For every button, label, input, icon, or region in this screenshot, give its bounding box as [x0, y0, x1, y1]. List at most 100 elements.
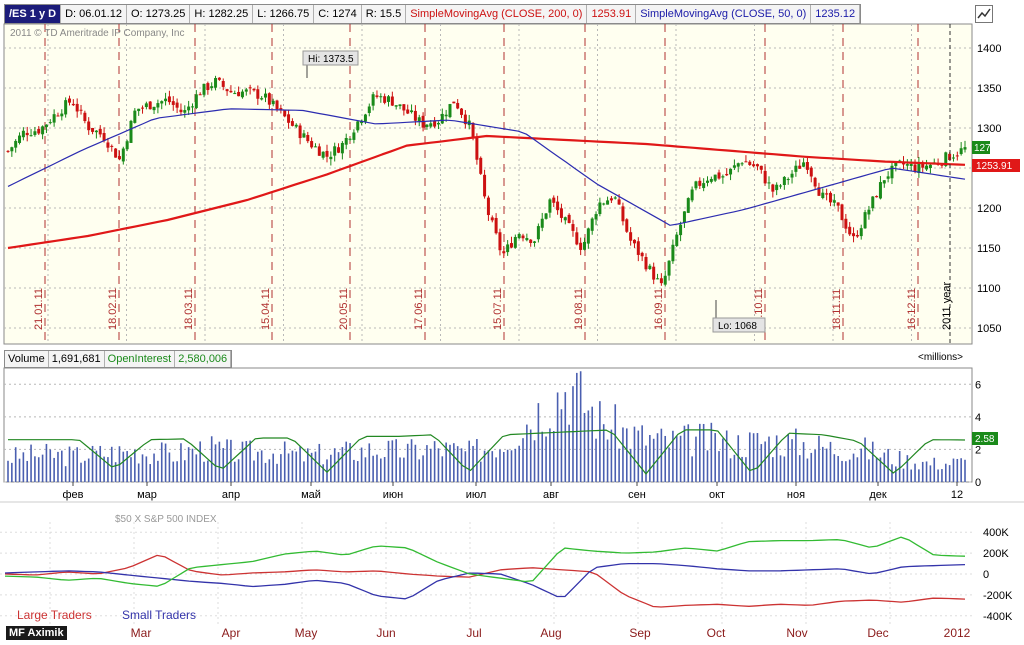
cot-month-label: Aug — [540, 626, 561, 640]
candle-body — [313, 146, 317, 148]
candle-body — [440, 113, 444, 124]
volume-tick-label: 4 — [975, 412, 981, 424]
candle-body — [248, 87, 252, 89]
low-label: Lo: 1068 — [718, 321, 757, 332]
candle-body — [802, 162, 806, 167]
candle-body — [348, 138, 352, 140]
copyright-text: 2011 © TD Ameritrade IP Company, Inc — [10, 28, 185, 39]
candle-body — [390, 96, 394, 106]
quote-header: /ES 1 y D D: 06.01.12 O: 1273.25 H: 1282… — [4, 4, 862, 24]
candle-body — [302, 133, 306, 138]
candle-body — [759, 165, 763, 170]
candle-body — [748, 161, 752, 165]
candle-body — [83, 112, 87, 122]
price-panel — [3, 23, 973, 345]
candle-body — [679, 224, 683, 236]
candle-body — [344, 138, 348, 145]
candle-body — [579, 242, 583, 250]
candle-body — [321, 151, 325, 158]
candle-body — [429, 123, 433, 127]
candle-body — [775, 184, 779, 191]
candle-body — [394, 105, 398, 107]
cot-month-axis: Mar Apr May Jun Jul Aug Sep Oct Nov Dec 2012 — [131, 626, 971, 640]
candle-body — [863, 212, 867, 229]
candle-body — [575, 232, 579, 245]
cot-month-label: May — [295, 626, 318, 640]
candle-body — [509, 243, 513, 248]
candle-body — [179, 109, 183, 113]
candle-body — [852, 233, 856, 237]
candle-body — [413, 110, 417, 121]
date-marker-label: 15.04.11 — [260, 288, 272, 330]
candle-body — [60, 113, 64, 117]
candle-body — [644, 256, 648, 270]
candle-body — [152, 106, 156, 111]
open-interest-label[interactable]: OpenInterest — [105, 351, 176, 367]
candle-body — [871, 196, 875, 209]
candle-body — [798, 165, 802, 169]
candle-body — [479, 157, 483, 174]
candle-body — [79, 109, 83, 111]
candle-body — [48, 122, 52, 124]
candle-body — [648, 265, 652, 269]
sma50-label[interactable]: SimpleMovingAvg (CLOSE, 50, 0) — [636, 5, 812, 23]
candle-body — [329, 156, 333, 160]
cot-month-label: Jun — [376, 626, 395, 640]
candle-body — [10, 147, 14, 152]
candle-body — [337, 147, 341, 153]
candle-body — [571, 224, 575, 231]
cot-axis: 400K 200K 0 -200K -400K — [983, 527, 1013, 623]
candle-body — [33, 131, 37, 135]
candle-body — [636, 241, 640, 255]
candle-body — [890, 165, 894, 179]
candle-body — [606, 200, 610, 205]
price-tick-label: 1150 — [977, 243, 1001, 255]
candle-body — [763, 170, 767, 184]
legend-small-traders: Small Traders — [122, 608, 196, 622]
candle-body — [148, 101, 152, 110]
candle-body — [260, 98, 264, 100]
candle-body — [540, 218, 544, 228]
candle-body — [513, 236, 517, 248]
candle-body — [287, 114, 291, 123]
candle-body — [525, 238, 529, 241]
price-tick-label: 1050 — [977, 323, 1001, 335]
candle-body — [729, 168, 733, 175]
sma200-label[interactable]: SimpleMovingAvg (CLOSE, 200, 0) — [406, 5, 588, 23]
candle-body — [590, 218, 594, 231]
candle-body — [471, 122, 475, 139]
candle-body — [817, 187, 821, 196]
candle-body — [667, 260, 671, 276]
month-label: июн — [383, 489, 403, 501]
candle-body — [828, 192, 832, 203]
open-interest-line — [8, 429, 966, 475]
candle-body — [771, 184, 775, 192]
cot-month-label: Dec — [867, 626, 888, 640]
candle-body — [656, 278, 660, 280]
candle-body — [306, 134, 310, 142]
volume-axis: 0 2 4 6 — [975, 379, 981, 489]
month-axis: фев мар апр май июн июл авг сен окт ноя дек 12 — [62, 482, 963, 501]
volume-label[interactable]: Volume — [5, 351, 49, 367]
candle-body — [117, 156, 121, 160]
candle-body — [398, 104, 402, 107]
candle-body — [141, 107, 145, 109]
sma50-value: 1235.12 — [811, 5, 861, 23]
symbol-label[interactable]: /ES 1 y D — [5, 5, 62, 23]
date-marker-label: 21.01.11 — [33, 288, 45, 330]
cot-tick-label: -200K — [983, 590, 1013, 602]
legend-large-traders: Large Traders — [17, 608, 92, 622]
candle-body — [652, 266, 656, 280]
candle-body — [586, 228, 590, 244]
candle-body — [705, 180, 709, 183]
candle-body — [483, 174, 487, 197]
candle-body — [490, 217, 494, 221]
chart-settings-icon[interactable] — [975, 5, 993, 23]
cot-series-line — [4, 536, 966, 587]
candle-body — [859, 228, 863, 237]
candle-body — [156, 103, 160, 108]
candle-body — [333, 146, 337, 156]
low-annotation: Lo: 1068 — [712, 300, 766, 333]
date-marker-label: 16.12.11 — [906, 288, 918, 330]
month-label: апр — [222, 489, 240, 501]
